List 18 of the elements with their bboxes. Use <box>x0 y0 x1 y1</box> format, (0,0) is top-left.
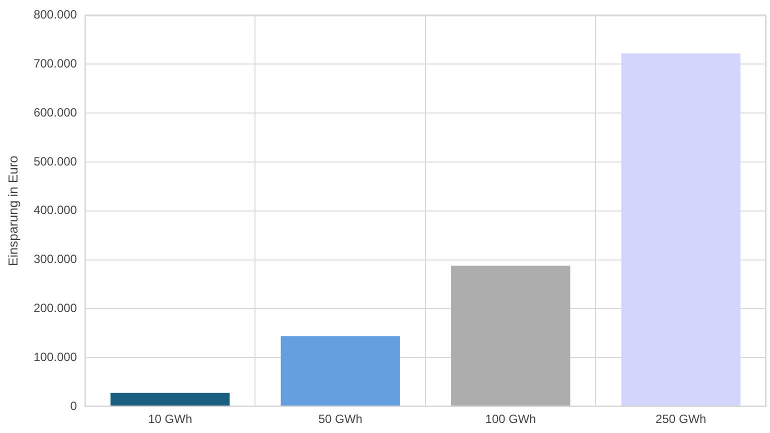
y-tick-label: 600.000 <box>34 105 78 120</box>
y-tick-label: 500.000 <box>34 154 78 168</box>
y-tick-label: 200.000 <box>34 301 78 316</box>
y-tick-label: 300.000 <box>34 252 78 266</box>
y-tick-label: 100.000 <box>34 350 78 364</box>
x-tick-label: 100 GWh <box>485 412 536 426</box>
x-tick-label: 10 GWh <box>148 412 192 426</box>
x-tick-label: 50 GWh <box>318 412 362 426</box>
y-tick-label: 400.000 <box>34 203 78 218</box>
y-axis-title: Einsparung in Euro <box>5 156 20 266</box>
bar <box>280 336 400 406</box>
bar <box>621 53 740 406</box>
bar <box>451 266 570 406</box>
x-tick-label: 250 GWh <box>656 412 706 426</box>
y-tick-label: 800.000 <box>34 8 78 22</box>
y-tick-label: 0 <box>70 398 78 413</box>
y-tick-label: 700.000 <box>34 56 78 70</box>
bar <box>110 392 230 406</box>
